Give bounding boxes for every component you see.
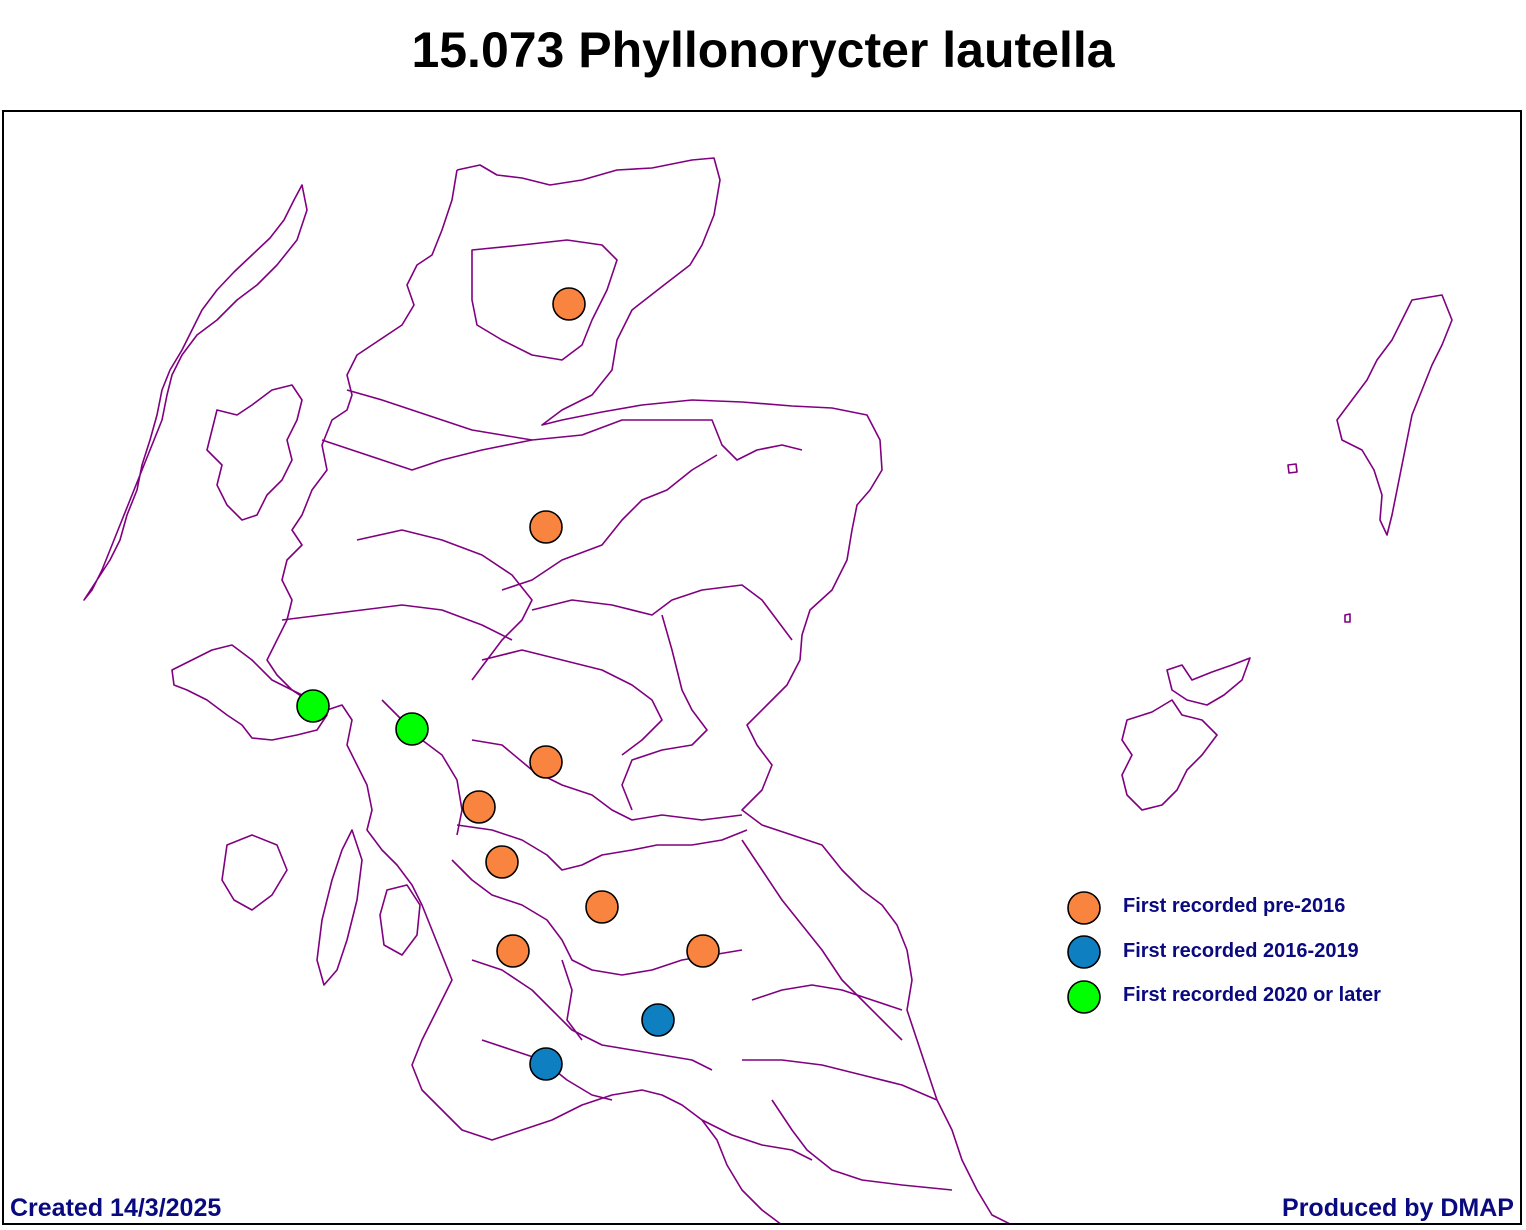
vc-division bbox=[561, 959, 583, 1041]
record-dot-pre-2016 bbox=[496, 934, 530, 968]
legend-label-2020-later: First recorded 2020 or later bbox=[1123, 984, 1381, 1006]
vc-division bbox=[471, 739, 743, 821]
distribution-map: First recorded pre-2016 First recorded 2… bbox=[83, 157, 1453, 1223]
orkney-north-isles bbox=[1166, 657, 1251, 706]
produced-by: Produced by DMAP bbox=[1282, 1194, 1514, 1222]
mull-outline bbox=[171, 644, 328, 741]
record-dot-2016-2019 bbox=[529, 1047, 563, 1081]
mainland-coastline bbox=[456, 157, 1010, 1223]
record-dot-pre-2016 bbox=[485, 845, 519, 879]
vc-division bbox=[346, 389, 533, 441]
legend: First recorded pre-2016 First recorded 2… bbox=[1067, 891, 1381, 1014]
record-dot-2020-later bbox=[395, 712, 429, 746]
vc-division bbox=[501, 454, 718, 591]
record-dot-pre-2016 bbox=[585, 890, 619, 924]
legend-label-2016-2019: First recorded 2016-2019 bbox=[1123, 940, 1359, 962]
vc-division bbox=[321, 439, 443, 471]
record-dot-2016-2019 bbox=[641, 1003, 675, 1037]
vc-division bbox=[356, 529, 533, 681]
west-coastline bbox=[266, 169, 781, 1223]
vice-county-boundaries bbox=[83, 157, 1453, 1223]
vc-division bbox=[751, 984, 903, 1011]
legend-swatch-2020-later bbox=[1067, 980, 1101, 1014]
record-dots bbox=[296, 287, 720, 1081]
outer-hebrides-outline bbox=[83, 184, 308, 601]
record-dot-pre-2016 bbox=[462, 790, 496, 824]
orkney-outline bbox=[1121, 699, 1218, 811]
arran-outline bbox=[379, 884, 421, 956]
record-dot-2020-later bbox=[296, 689, 330, 723]
legend-swatch-pre-2016 bbox=[1067, 891, 1101, 925]
vc-division bbox=[742, 1059, 938, 1101]
islay-outline bbox=[221, 834, 288, 911]
kintyre-outline bbox=[316, 829, 363, 986]
vc-division bbox=[771, 1099, 953, 1191]
vc-division bbox=[701, 1119, 813, 1161]
fair-isle bbox=[1287, 463, 1298, 474]
map-title: 15.073 Phyllonorycter lautella bbox=[411, 22, 1115, 78]
map-frame: First recorded pre-2016 First recorded 2… bbox=[2, 110, 1522, 1225]
record-dot-pre-2016 bbox=[529, 745, 563, 779]
created-date: Created 14/3/2025 bbox=[10, 1194, 222, 1222]
record-dot-pre-2016 bbox=[686, 934, 720, 968]
record-dot-pre-2016 bbox=[529, 510, 563, 544]
vc-division bbox=[621, 614, 708, 811]
vc-division bbox=[531, 584, 793, 641]
legend-swatch-2016-2019 bbox=[1067, 935, 1101, 969]
vc-division bbox=[741, 839, 903, 1041]
vc-division bbox=[471, 239, 618, 361]
record-dot-pre-2016 bbox=[552, 287, 586, 321]
vc-division bbox=[281, 604, 513, 641]
vc-division bbox=[456, 824, 748, 871]
vc-division bbox=[481, 649, 663, 756]
legend-label-pre-2016: First recorded pre-2016 bbox=[1123, 895, 1345, 917]
vc-division bbox=[471, 959, 713, 1071]
skye-outline bbox=[206, 384, 303, 521]
vc-division bbox=[451, 859, 743, 976]
foula bbox=[1344, 613, 1351, 623]
vc-division bbox=[441, 419, 803, 461]
shetland-outline bbox=[1336, 294, 1453, 536]
